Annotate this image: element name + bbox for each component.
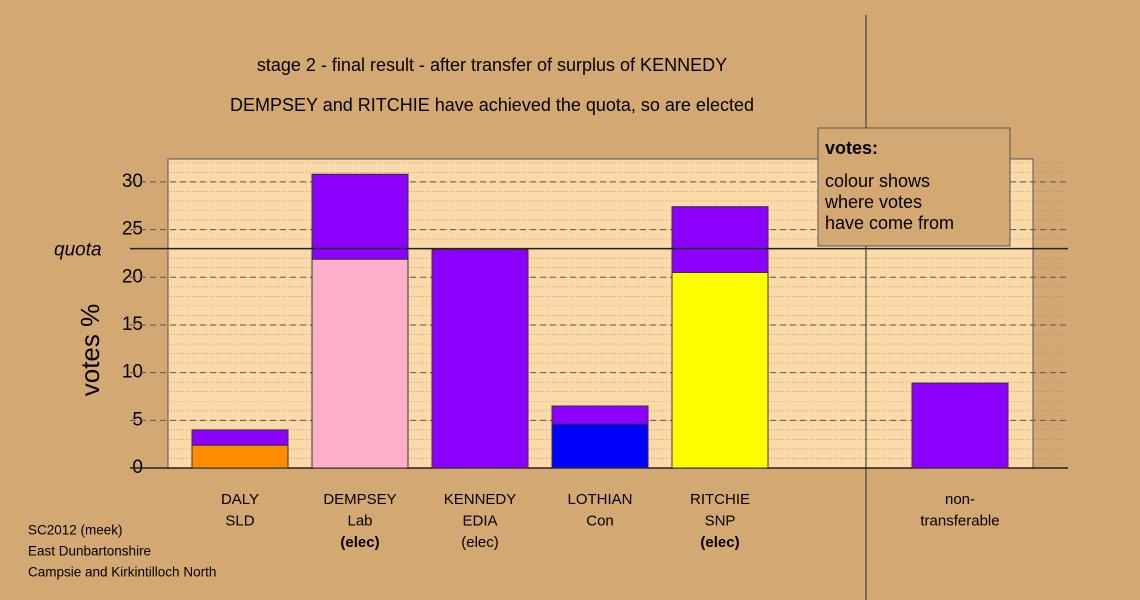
- bar-segment: [431, 249, 529, 469]
- plot: 051015202530DALYSLDDEMPSEYLab(elec)KENNE…: [54, 162, 1068, 551]
- y-tick-label: 5: [132, 409, 143, 430]
- bar-segment: [671, 206, 769, 273]
- x-tick-label: SLD: [225, 512, 254, 529]
- note-box: [817, 127, 1011, 247]
- note-line: have come from: [825, 213, 954, 233]
- bar-segment: [191, 444, 289, 469]
- bar-segment: [311, 173, 409, 260]
- quota-label: quota: [54, 240, 102, 261]
- x-tick-label: transferable: [920, 512, 999, 529]
- footer-line: SC2012 (meek): [28, 523, 123, 538]
- footer: SC2012 (meek) East Dunbartonshire Campsie …: [28, 523, 216, 580]
- x-tick-label: (elec): [700, 534, 739, 551]
- note-line: colour shows: [825, 171, 930, 191]
- x-tick-label: DALY: [221, 491, 259, 508]
- x-tick-label: KENNEDY: [444, 491, 517, 508]
- bar-segment: [311, 258, 409, 469]
- y-axis-label: votes %: [75, 304, 105, 397]
- x-tick-label: LOTHIAN: [567, 491, 632, 508]
- x-tick-label: (elec): [461, 534, 499, 551]
- bar-segment: [191, 429, 289, 446]
- x-tick-label: EDIA: [462, 512, 497, 529]
- bar-segment: [911, 382, 1009, 469]
- bar-segment: [671, 271, 769, 469]
- x-tick-label: Lab: [347, 512, 372, 529]
- bar-segment: [551, 405, 649, 425]
- note-line: where votes: [824, 192, 922, 212]
- footer-line: East Dunbartonshire: [28, 544, 151, 559]
- chart-title: stage 2 - final result - after transfer …: [257, 55, 727, 75]
- x-tick-label: DEMPSEY: [323, 491, 396, 508]
- note-title: votes:: [825, 138, 878, 158]
- x-tick-label: RITCHIE: [690, 491, 750, 508]
- x-tick-label: non-: [945, 491, 975, 508]
- bar-segment: [551, 423, 649, 469]
- chart-subtitle: DEMPSEY and RITCHIE have achieved the qu…: [230, 95, 754, 115]
- footer-line: Campsie and Kirkintilloch North: [28, 565, 216, 580]
- x-tick-label: (elec): [340, 534, 379, 551]
- x-tick-label: SNP: [705, 512, 736, 529]
- x-tick-label: Con: [586, 512, 614, 529]
